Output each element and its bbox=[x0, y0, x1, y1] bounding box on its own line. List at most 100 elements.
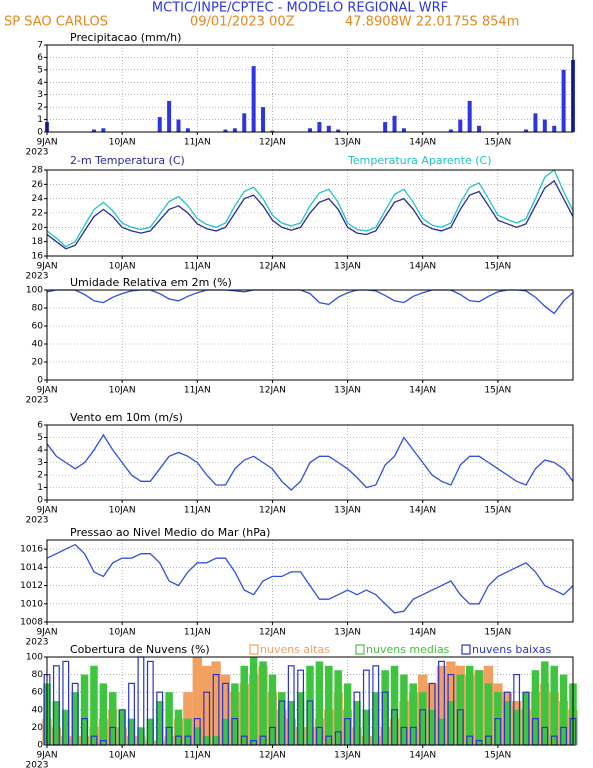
year-label: 2023 bbox=[26, 396, 49, 406]
year-label: 2023 bbox=[26, 148, 49, 158]
bar bbox=[437, 718, 446, 745]
legend-swatch bbox=[355, 644, 365, 655]
y-tick-label: 0 bbox=[37, 496, 43, 506]
bar bbox=[91, 129, 96, 132]
bar bbox=[268, 674, 277, 745]
bar bbox=[390, 665, 399, 745]
bar bbox=[278, 692, 286, 745]
year-label: 2023 bbox=[26, 761, 49, 768]
bar bbox=[531, 670, 540, 745]
bar bbox=[447, 701, 455, 745]
bar bbox=[176, 119, 181, 132]
y-tick-label: 26 bbox=[32, 180, 44, 190]
x-tick-label: 13JAN bbox=[334, 386, 361, 396]
bar bbox=[383, 122, 388, 132]
year-label: 2023 bbox=[26, 272, 49, 282]
x-tick-label: 11JAN bbox=[184, 386, 211, 396]
x-tick-label: 14JAN bbox=[409, 138, 436, 148]
y-tick-label: 0 bbox=[37, 376, 43, 386]
line bbox=[46, 168, 574, 248]
chart-title: Vento em 10m (m/s) bbox=[70, 411, 183, 424]
x-tick-label: 9JAN bbox=[36, 628, 57, 638]
x-tick-label: 15JAN bbox=[484, 506, 511, 516]
x-tick-label: 11JAN bbox=[184, 751, 211, 761]
run-time: 09/01/2023 00Z bbox=[190, 15, 295, 30]
x-tick-label: 10JAN bbox=[109, 262, 136, 272]
y-tick-label: 2 bbox=[37, 471, 43, 481]
x-tick-label: 11JAN bbox=[184, 262, 211, 272]
x-tick-label: 15JAN bbox=[484, 628, 511, 638]
line bbox=[46, 543, 574, 614]
bar bbox=[212, 736, 220, 745]
y-tick-label: 3 bbox=[37, 458, 43, 468]
bar bbox=[221, 718, 230, 745]
bar bbox=[118, 709, 126, 745]
x-tick-label: 9JAN bbox=[36, 262, 57, 272]
bar bbox=[436, 665, 447, 745]
x-tick-label: 12JAN bbox=[259, 506, 286, 516]
bar bbox=[477, 125, 482, 132]
bar bbox=[232, 128, 237, 132]
y-tick-label: 60 bbox=[32, 688, 44, 698]
y-tick-label: 0 bbox=[37, 741, 43, 751]
bar bbox=[108, 692, 117, 745]
y-tick-label: 4 bbox=[37, 446, 43, 456]
bar bbox=[270, 130, 275, 132]
bar bbox=[62, 709, 70, 745]
x-tick-label: 13JAN bbox=[334, 751, 361, 761]
y-tick-label: 6 bbox=[37, 53, 43, 63]
x-tick-label: 13JAN bbox=[334, 506, 361, 516]
x-tick-label: 15JAN bbox=[484, 262, 511, 272]
bar bbox=[343, 683, 352, 745]
x-tick-label: 12JAN bbox=[259, 751, 286, 761]
bar bbox=[524, 129, 529, 132]
bar bbox=[174, 709, 183, 745]
y-tick-label: 20 bbox=[32, 723, 44, 733]
y-tick-label: 80 bbox=[32, 304, 44, 314]
y-tick-label: 1 bbox=[37, 483, 43, 493]
bar bbox=[448, 129, 453, 132]
x-tick-label: 13JAN bbox=[334, 628, 361, 638]
x-tick-label: 15JAN bbox=[484, 386, 511, 396]
bar bbox=[240, 665, 249, 745]
legend-label: 2-m Temperatura (C) bbox=[70, 154, 185, 167]
bar bbox=[381, 670, 389, 745]
bar bbox=[334, 670, 342, 745]
bar bbox=[193, 727, 202, 745]
bar bbox=[465, 665, 474, 745]
bar bbox=[362, 709, 371, 745]
x-tick-label: 10JAN bbox=[109, 751, 136, 761]
y-tick-label: 1008 bbox=[20, 618, 43, 628]
page-title: MCTIC/INPE/CPTEC - MODELO REGIONAL WRF bbox=[152, 1, 448, 16]
x-tick-label: 14JAN bbox=[409, 386, 436, 396]
x-tick-label: 12JAN bbox=[259, 262, 286, 272]
bar bbox=[251, 66, 256, 132]
bar bbox=[157, 117, 162, 132]
y-tick-label: 1010 bbox=[20, 599, 43, 609]
line bbox=[46, 433, 574, 491]
bar bbox=[484, 683, 493, 745]
bar bbox=[559, 674, 568, 745]
plot-frame bbox=[46, 289, 574, 381]
x-tick-label: 13JAN bbox=[334, 138, 361, 148]
plot-frame bbox=[46, 424, 574, 501]
bar bbox=[220, 674, 231, 745]
y-tick-label: 20 bbox=[32, 223, 44, 233]
bar bbox=[458, 119, 463, 132]
bar bbox=[475, 670, 483, 745]
bar bbox=[409, 683, 418, 745]
bar bbox=[90, 665, 98, 745]
line bbox=[46, 179, 574, 250]
bar bbox=[155, 701, 164, 745]
bar bbox=[71, 692, 79, 745]
x-tick-label: 9JAN bbox=[36, 386, 57, 396]
bar bbox=[184, 718, 192, 745]
y-tick-label: 1 bbox=[37, 115, 43, 125]
y-tick-label: 80 bbox=[32, 670, 44, 680]
x-tick-label: 11JAN bbox=[184, 628, 211, 638]
bar bbox=[201, 665, 212, 745]
x-tick-label: 9JAN bbox=[36, 138, 57, 148]
x-tick-label: 11JAN bbox=[184, 138, 211, 148]
y-tick-label: 100 bbox=[26, 286, 43, 296]
